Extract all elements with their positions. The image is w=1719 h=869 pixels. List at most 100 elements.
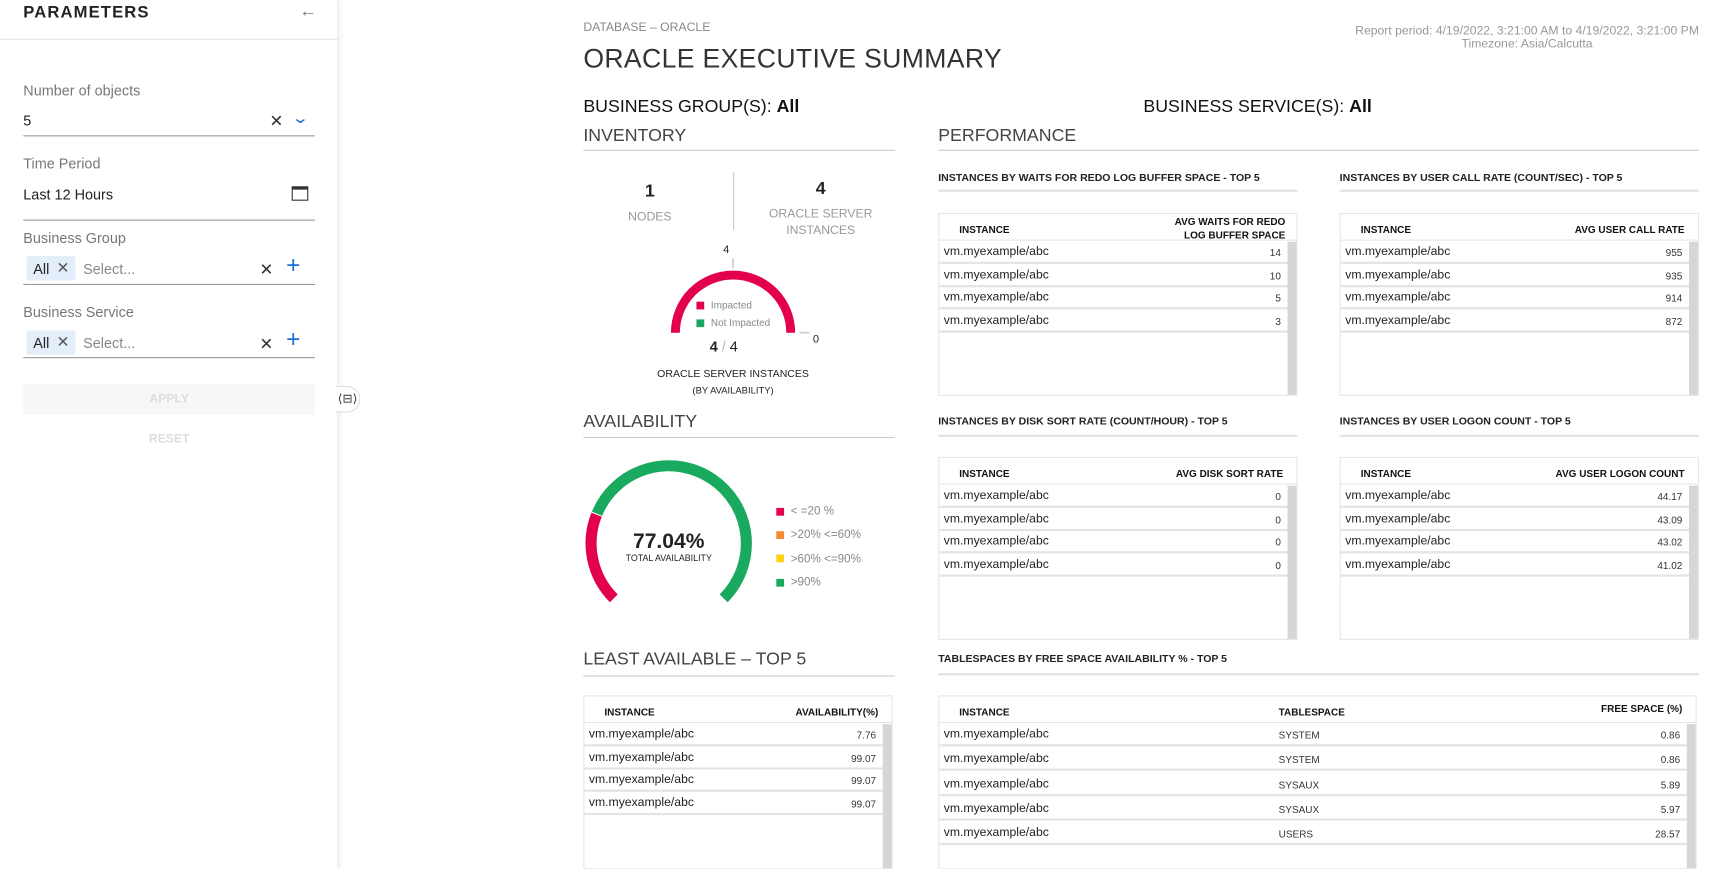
scrollbar[interactable] <box>1686 724 1696 869</box>
remove-chip-icon[interactable]: ✕ <box>56 258 70 277</box>
business-service-chip[interactable]: All ✕ <box>26 330 76 355</box>
table-row[interactable]: vm.myexample/abc SYSTEM 0.86 <box>939 724 1687 747</box>
column-header[interactable]: FREE SPACE (%) <box>1601 703 1683 715</box>
scrollbar[interactable] <box>1689 485 1698 639</box>
value-cell: 10 <box>1269 270 1281 282</box>
table-row[interactable]: vm.myexample/abc 3 <box>939 310 1288 333</box>
table-row[interactable]: vm.myexample/abc SYSAUX 5.97 <box>939 798 1687 821</box>
instance-cell: vm.myexample/abc <box>943 511 1049 526</box>
resize-handle-icon[interactable]: ⟨⊟⟩ <box>336 385 361 413</box>
redo-table: INSTANCE AVG WAITS FOR REDO LOG BUFFER SPA… <box>938 212 1298 396</box>
table-header: INSTANCE AVG USER CALL RATE <box>1340 214 1698 241</box>
table-row[interactable]: vm.myexample/abc 872 <box>1340 310 1690 333</box>
table-row[interactable]: vm.myexample/abc 0 <box>939 554 1288 577</box>
instance-cell: vm.myexample/abc <box>1345 267 1451 282</box>
divider <box>0 38 339 40</box>
column-header[interactable]: INSTANCE <box>959 224 1010 236</box>
instance-cell: vm.myexample/abc <box>588 795 694 810</box>
reset-button[interactable]: RESET <box>148 432 190 446</box>
table-row[interactable]: vm.myexample/abc 14 <box>939 242 1288 264</box>
apply-button[interactable]: APPLY <box>23 383 315 415</box>
logon-table: INSTANCE AVG USER LOGON COUNT vm.myexample… <box>1339 456 1699 640</box>
table-row[interactable]: vm.myexample/abc USERS 28.57 <box>939 823 1687 846</box>
table-row[interactable]: vm.myexample/abc 99.07 <box>584 747 883 770</box>
column-header[interactable]: AVG DISK SORT RATE <box>1175 467 1284 480</box>
chevron-down-icon[interactable]: ⌄ <box>291 108 310 127</box>
column-header[interactable]: AVG USER CALL RATE <box>1574 224 1685 236</box>
tablespace-cell: SYSTEM <box>1278 754 1320 766</box>
table-row[interactable]: vm.myexample/abc 99.07 <box>584 770 883 792</box>
instances-count: 4 <box>815 179 826 199</box>
table-row[interactable]: vm.myexample/abc 914 <box>1340 287 1690 310</box>
legend-item: >20% <=60% <box>776 524 861 548</box>
instance-cell: vm.myexample/abc <box>943 267 1049 282</box>
table-row[interactable]: vm.myexample/abc 5 <box>939 287 1288 310</box>
table-row[interactable]: vm.myexample/abc 41.02 <box>1340 554 1690 577</box>
table-row[interactable]: vm.myexample/abc 7.76 <box>584 724 883 747</box>
number-of-objects-select[interactable]: 5 <box>23 112 32 129</box>
column-header[interactable]: INSTANCE <box>1360 467 1412 480</box>
table-row[interactable]: vm.myexample/abc 0 <box>939 486 1288 508</box>
divider <box>938 149 1699 151</box>
table-row[interactable]: vm.myexample/abc 0 <box>939 531 1288 554</box>
scrollbar[interactable] <box>1689 241 1698 395</box>
calendar-icon[interactable] <box>291 186 309 201</box>
instance-cell: vm.myexample/abc <box>943 489 1049 503</box>
scrollbar[interactable] <box>1287 485 1297 639</box>
instance-cell: vm.myexample/abc <box>943 245 1049 259</box>
business-group-label: Business Group <box>23 229 126 247</box>
add-icon[interactable]: + <box>286 250 301 279</box>
instance-cell: vm.myexample/abc <box>1345 290 1451 304</box>
table-row[interactable]: vm.myexample/abc 935 <box>1340 264 1690 287</box>
remove-chip-icon[interactable]: ✕ <box>56 332 70 351</box>
legend-item: < =20 % <box>776 500 861 524</box>
table-row[interactable]: vm.myexample/abc 43.09 <box>1340 508 1690 531</box>
legend-label: >90% <box>790 575 821 589</box>
column-header[interactable]: AVG USER LOGON COUNT <box>1555 467 1685 480</box>
column-header[interactable]: AVAILABILITY(%) <box>795 706 879 718</box>
value-cell: 99.07 <box>851 775 877 787</box>
scrollbar[interactable] <box>882 724 892 869</box>
table-row[interactable]: vm.myexample/abc 10 <box>939 264 1288 287</box>
value-cell: 99.07 <box>851 752 877 764</box>
business-service-input[interactable]: Select... <box>83 334 136 352</box>
business-group-input[interactable]: Select... <box>83 260 136 278</box>
not-impacted-swatch <box>696 319 705 328</box>
time-period-field[interactable]: Last 12 Hours <box>23 186 114 203</box>
clear-icon[interactable]: ✕ <box>259 260 274 280</box>
collapse-arrow-icon[interactable]: ← <box>299 2 318 22</box>
scrollbar[interactable] <box>1287 241 1297 395</box>
column-header[interactable]: TABLESPACE <box>1278 706 1345 718</box>
instance-cell: vm.myexample/abc <box>1345 557 1451 571</box>
column-header[interactable]: INSTANCE <box>959 706 1010 718</box>
table-row[interactable]: vm.myexample/abc 99.07 <box>584 792 883 815</box>
table-row[interactable]: vm.myexample/abc SYSTEM 0.86 <box>939 749 1687 772</box>
value-cell: 0 <box>1275 559 1281 571</box>
legend-swatch <box>776 554 785 563</box>
clear-icon[interactable]: ✕ <box>269 112 284 131</box>
divider <box>583 149 895 151</box>
table-row[interactable]: vm.myexample/abc SYSAUX 5.89 <box>939 774 1687 796</box>
instance-cell: vm.myexample/abc <box>943 826 1049 840</box>
table-row[interactable]: vm.myexample/abc 955 <box>1340 242 1690 264</box>
report-period-text: Report period: 4/19/2022, 3:21:00 AM to … <box>1355 24 1699 38</box>
table-row[interactable]: vm.myexample/abc 44.17 <box>1340 486 1690 508</box>
instance-cell: vm.myexample/abc <box>943 776 1049 791</box>
column-header[interactable]: INSTANCE <box>604 706 655 718</box>
instance-cell: vm.myexample/abc <box>943 727 1049 741</box>
availability-segment <box>591 460 752 603</box>
business-group-chip[interactable]: All ✕ <box>26 256 76 281</box>
table-row[interactable]: vm.myexample/abc 43.02 <box>1340 531 1690 554</box>
column-header[interactable]: AVG WAITS FOR REDO LOG BUFFER SPACE <box>1175 215 1286 242</box>
business-group-filter-value: All <box>776 97 800 117</box>
column-header[interactable]: INSTANCE <box>1360 224 1412 236</box>
column-header[interactable]: INSTANCE <box>959 467 1010 480</box>
instance-cell: vm.myexample/abc <box>1345 489 1451 503</box>
total-availability-label: TOTAL AVAILABILITY <box>625 553 712 564</box>
table-row[interactable]: vm.myexample/abc 0 <box>939 508 1288 531</box>
instance-cell: vm.myexample/abc <box>588 772 694 787</box>
clear-icon[interactable]: ✕ <box>259 334 274 354</box>
field-underline <box>23 357 315 359</box>
add-icon[interactable]: + <box>286 324 301 353</box>
value-cell: 0 <box>1275 536 1281 548</box>
